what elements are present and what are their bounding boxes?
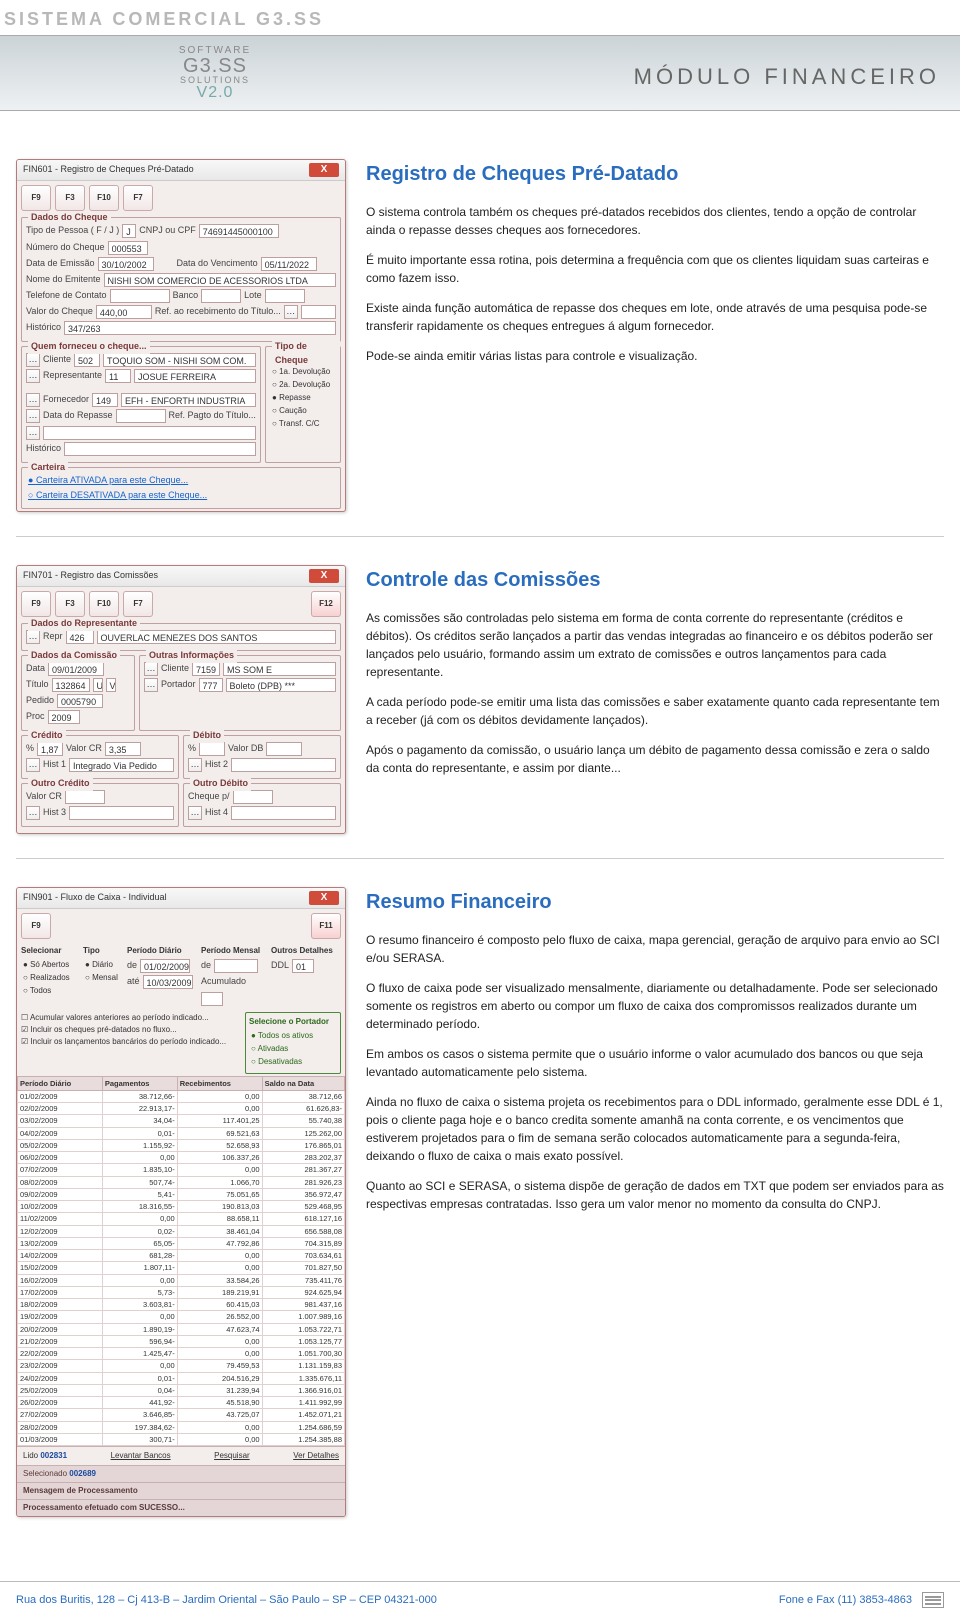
carteira-radios[interactable]: Carteira ATIVADA para este Cheque... Car… [26, 472, 336, 504]
ref-lookup-button[interactable]: … [284, 305, 298, 319]
data-venc-field[interactable]: 05/11/2022 [261, 257, 317, 271]
chk-incluir-cheques[interactable]: Incluir os cheques pré-datados no fluxo.… [21, 1024, 239, 1036]
section-text: Registro de Cheques Pré-Datado O sistema… [366, 159, 944, 512]
toolbar-f12[interactable]: F12 [311, 591, 341, 617]
screenshot-fin901: FIN901 - Fluxo de Caixa - IndividualX F9… [16, 887, 346, 1517]
ref-field[interactable] [301, 305, 336, 319]
fluxo-caixa-table[interactable]: Período DiárioPagamentosRecebimentosSald… [17, 1076, 345, 1447]
section-title: Resumo Financeiro [366, 887, 944, 917]
group-tipo-cheque: Tipo de Cheque Normal 1a. Devolução 2a. … [265, 346, 341, 463]
group-debito: Débito %Valor DB …Hist 2 [183, 735, 341, 779]
screenshot-fin601: FIN601 - Registro de Cheques Pré-Datado … [16, 159, 346, 512]
group-outras-info: Outras Informações …Cliente7159MS SOM E … [139, 655, 341, 731]
section-cheques: FIN601 - Registro de Cheques Pré-Datado … [16, 131, 944, 536]
emitente-field[interactable]: NISHI SOM COMERCIO DE ACESSORIOS LTDA [104, 273, 336, 287]
group-representante: Dados do Representante …Repr426OUVERLAC … [21, 623, 341, 651]
historico-field[interactable]: 347/263 [64, 321, 336, 335]
window-title: FIN601 - Registro de Cheques Pré-Datado [23, 163, 194, 177]
toolbar-f3[interactable]: F3 [55, 591, 85, 617]
page-content: FIN601 - Registro de Cheques Pré-Datado … [0, 111, 960, 1581]
screenshot-fin701: FIN701 - Registro das ComissõesX F9 F3 F… [16, 565, 346, 834]
group-portador: Selecione o Portador Todos os ativos Ati… [245, 1012, 341, 1074]
toolbar-f10[interactable]: F10 [89, 591, 119, 617]
window-fin601: FIN601 - Registro de Cheques Pré-Datado … [16, 159, 346, 512]
toolbar-f11[interactable]: F11 [311, 913, 341, 939]
selecionar-radios[interactable]: Só AbertosRealizadosTodos [21, 957, 79, 999]
toolbar-f3[interactable]: F3 [55, 185, 85, 211]
footer-phone: Fone e Fax (11) 3853-4863 [779, 1592, 912, 1609]
group-credito: Crédito %1,87Valor CR3,35 …Hist 1Integra… [21, 735, 179, 779]
toolbar-f7[interactable]: F7 [123, 185, 153, 211]
system-title: SISTEMA COMERCIAL G3.SS [0, 0, 960, 35]
btn-levantar-bancos[interactable]: Levantar Bancos [111, 1450, 171, 1462]
toolbar-f9[interactable]: F9 [21, 913, 51, 939]
chk-incluir-lancamentos[interactable]: Incluir os lançamentos bancários do perí… [21, 1036, 239, 1048]
forn-lookup[interactable]: … [26, 393, 40, 407]
toolbar-f9[interactable]: F9 [21, 591, 51, 617]
header-bar: SOFTWARE G3.SS SOLUTIONS V2.0 MÓDULO FIN… [0, 35, 960, 111]
section-resumo: FIN901 - Fluxo de Caixa - IndividualX F9… [16, 858, 944, 1541]
module-title: MÓDULO FINANCEIRO [634, 60, 940, 93]
section-text: Controle das Comissões As comissões são … [366, 565, 944, 834]
num-cheque-field[interactable]: 000553 [108, 241, 148, 255]
window-fin701: FIN701 - Registro das ComissõesX F9 F3 F… [16, 565, 346, 834]
tipo-pessoa-field[interactable]: J [122, 224, 136, 238]
section-title: Controle das Comissões [366, 565, 944, 595]
close-icon[interactable]: X [309, 891, 339, 905]
close-icon[interactable]: X [309, 163, 339, 177]
footer-address: Rua dos Buritis, 128 – Cj 413-B – Jardim… [16, 1592, 437, 1609]
btn-ver-detalhes[interactable]: Ver Detalhes [293, 1450, 339, 1462]
section-comissoes: FIN701 - Registro das ComissõesX F9 F3 F… [16, 536, 944, 858]
banco-field[interactable] [201, 289, 241, 303]
lote-field[interactable] [265, 289, 305, 303]
group-fornecedor: Quem forneceu o cheque... …Cliente502TOQ… [21, 346, 261, 463]
page-footer: Rua dos Buritis, 128 – Cj 413-B – Jardim… [0, 1581, 960, 1619]
group-dados-cheque: Dados do Cheque Tipo de Pessoa ( F / J )… [21, 217, 341, 342]
cnpj-field[interactable]: 74691445000100 [199, 224, 279, 238]
page-number-icon [922, 1592, 944, 1608]
section-title: Registro de Cheques Pré-Datado [366, 159, 944, 189]
toolbar: F9 F3 F10 F7 [17, 181, 345, 215]
group-outro-credito: Outro Crédito Valor CR …Hist 3 [21, 783, 179, 827]
btn-pesquisar[interactable]: Pesquisar [214, 1450, 250, 1462]
window-titlebar: FIN601 - Registro de Cheques Pré-Datado … [17, 160, 345, 181]
toolbar-f7[interactable]: F7 [123, 591, 153, 617]
telefone-field[interactable] [110, 289, 170, 303]
section-text: Resumo Financeiro O resumo financeiro é … [366, 887, 944, 1517]
toolbar-f9[interactable]: F9 [21, 185, 51, 211]
group-carteira: Carteira Carteira ATIVADA para este Cheq… [21, 467, 341, 509]
tipo-radios[interactable]: DiárioMensal [83, 957, 123, 986]
software-logo: SOFTWARE G3.SS SOLUTIONS V2.0 [160, 46, 270, 101]
close-icon[interactable]: X [309, 569, 339, 583]
data-emissao-field[interactable]: 30/10/2002 [98, 257, 154, 271]
toolbar-f10[interactable]: F10 [89, 185, 119, 211]
cliente-lookup[interactable]: … [26, 353, 40, 367]
portador-radios[interactable]: Todos os ativos Ativadas Desativadas [249, 1028, 337, 1070]
group-dados-comissao: Dados da Comissão Data09/01/2009 Título1… [21, 655, 135, 731]
chk-acumular[interactable]: Acumular valores anteriores ao período i… [21, 1012, 239, 1024]
window-fin901: FIN901 - Fluxo de Caixa - IndividualX F9… [16, 887, 346, 1517]
page-header: SISTEMA COMERCIAL G3.SS SOFTWARE G3.SS S… [0, 0, 960, 111]
valor-field[interactable]: 440,00 [96, 305, 152, 319]
repr-lookup[interactable]: … [26, 369, 40, 383]
group-outro-debito: Outro Débito Cheque p/ …Hist 4 [183, 783, 341, 827]
bottom-actions: Lido 002831 Levantar Bancos Pesquisar Ve… [17, 1446, 345, 1465]
